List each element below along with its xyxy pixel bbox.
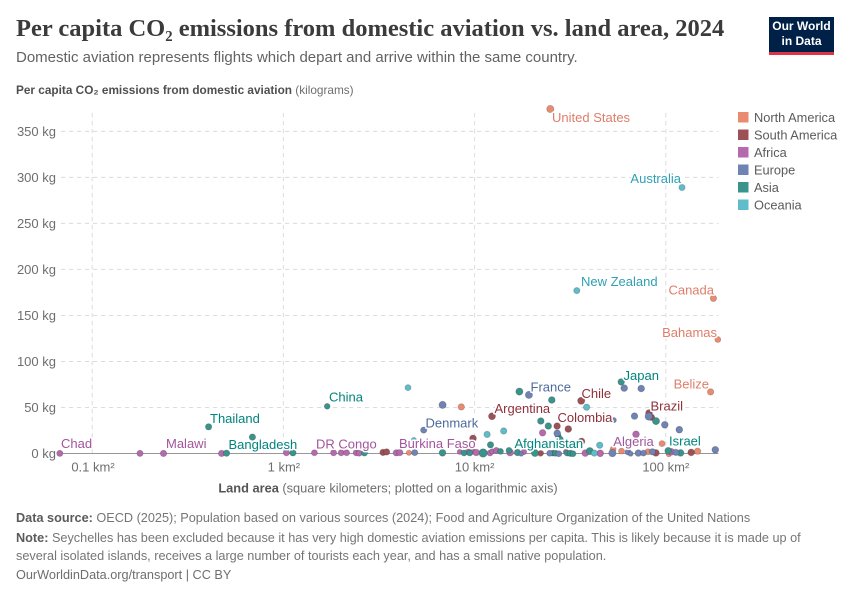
- svg-text:150 kg: 150 kg: [17, 308, 56, 323]
- svg-text:China: China: [329, 390, 364, 405]
- svg-text:Australia: Australia: [630, 171, 681, 186]
- svg-text:0.1 km²: 0.1 km²: [71, 460, 115, 475]
- svg-text:Chad: Chad: [61, 436, 92, 451]
- svg-text:Denmark: Denmark: [426, 416, 479, 431]
- svg-text:50 kg: 50 kg: [24, 400, 56, 415]
- svg-text:South America: South America: [754, 128, 838, 143]
- svg-text:Asia: Asia: [754, 180, 780, 195]
- svg-text:Chile: Chile: [582, 386, 612, 401]
- svg-text:Japan: Japan: [624, 368, 659, 383]
- svg-text:Algeria: Algeria: [613, 434, 654, 449]
- svg-text:France: France: [531, 380, 571, 395]
- svg-text:1 km²: 1 km²: [268, 460, 301, 475]
- svg-text:Argentina: Argentina: [495, 401, 551, 416]
- svg-text:300 kg: 300 kg: [17, 170, 56, 185]
- svg-text:Land area (square kilometers;: Land area (square kilometers; plotted on…: [218, 481, 557, 496]
- svg-text:10 km²: 10 km²: [455, 460, 495, 475]
- svg-text:Israel: Israel: [669, 434, 701, 449]
- svg-text:Bahamas: Bahamas: [662, 325, 717, 340]
- svg-text:100 kg: 100 kg: [17, 354, 56, 369]
- svg-text:350 kg: 350 kg: [17, 124, 56, 139]
- svg-text:Colombia: Colombia: [558, 410, 614, 425]
- svg-text:Europe: Europe: [754, 163, 795, 178]
- svg-text:Belize: Belize: [674, 377, 709, 392]
- svg-text:DR Congo: DR Congo: [316, 437, 377, 452]
- svg-text:United States: United States: [552, 110, 631, 125]
- svg-text:Burkina Faso: Burkina Faso: [399, 436, 476, 451]
- svg-text:Thailand: Thailand: [210, 411, 260, 426]
- svg-text:Canada: Canada: [668, 283, 714, 298]
- svg-text:Africa: Africa: [754, 145, 788, 160]
- svg-text:North America: North America: [754, 110, 836, 125]
- svg-text:250 kg: 250 kg: [17, 216, 56, 231]
- svg-text:Afghanistan: Afghanistan: [515, 436, 584, 451]
- svg-text:0 kg: 0 kg: [31, 446, 56, 461]
- svg-text:Oceania: Oceania: [754, 198, 803, 213]
- svg-text:Bangladesh: Bangladesh: [229, 437, 298, 452]
- svg-text:New Zealand: New Zealand: [581, 274, 658, 289]
- svg-text:100 km²: 100 km²: [642, 460, 690, 475]
- svg-text:Malawi: Malawi: [166, 436, 207, 451]
- svg-text:200 kg: 200 kg: [17, 262, 56, 277]
- svg-text:Brazil: Brazil: [651, 399, 684, 414]
